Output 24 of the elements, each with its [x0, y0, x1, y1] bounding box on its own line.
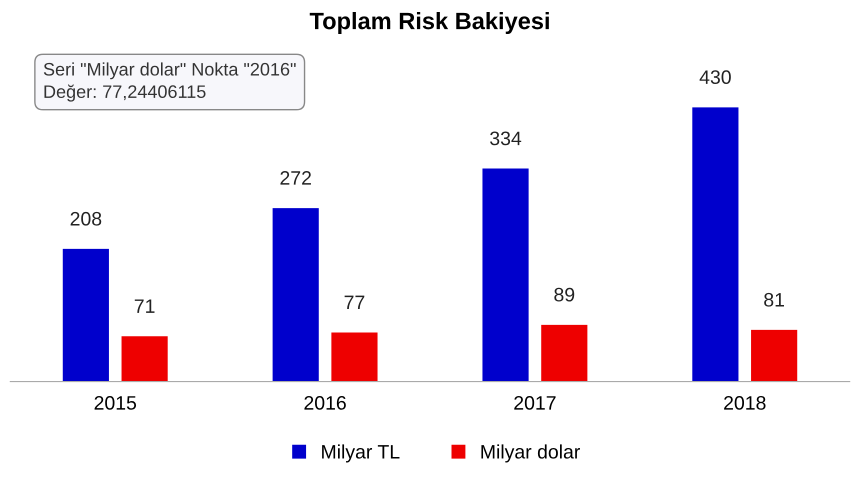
legend-label: Milyar TL: [322, 444, 400, 462]
x-tick-label: 2016: [304, 396, 346, 410]
x-tick-label: 2018: [724, 396, 766, 410]
bar: [122, 336, 168, 382]
data-label: 430: [700, 70, 731, 84]
text: Seri "Milyar dolar" Nokta "2016" Değer: 77,24406115: [44, 62, 296, 102]
data-label: 89: [554, 288, 574, 302]
x-tick-label: 2015: [94, 396, 136, 410]
bar: [272, 208, 319, 382]
bar: [482, 168, 529, 382]
bar: [331, 332, 378, 382]
chart-title: Toplam Risk Bakiyesi: [310, 12, 549, 34]
data-label: 208: [70, 212, 102, 226]
data-label: 334: [490, 131, 522, 146]
data-label: 81: [764, 292, 784, 307]
bar: [541, 324, 588, 382]
bar: [692, 107, 738, 382]
data-label: 77: [344, 296, 364, 310]
x-tick-label: 2017: [514, 396, 556, 410]
data-label: 272: [280, 171, 311, 185]
data-label: 71: [134, 299, 154, 313]
bar: [751, 330, 798, 382]
legend-label: Milyar dolar: [481, 444, 580, 462]
bar: [62, 248, 109, 382]
